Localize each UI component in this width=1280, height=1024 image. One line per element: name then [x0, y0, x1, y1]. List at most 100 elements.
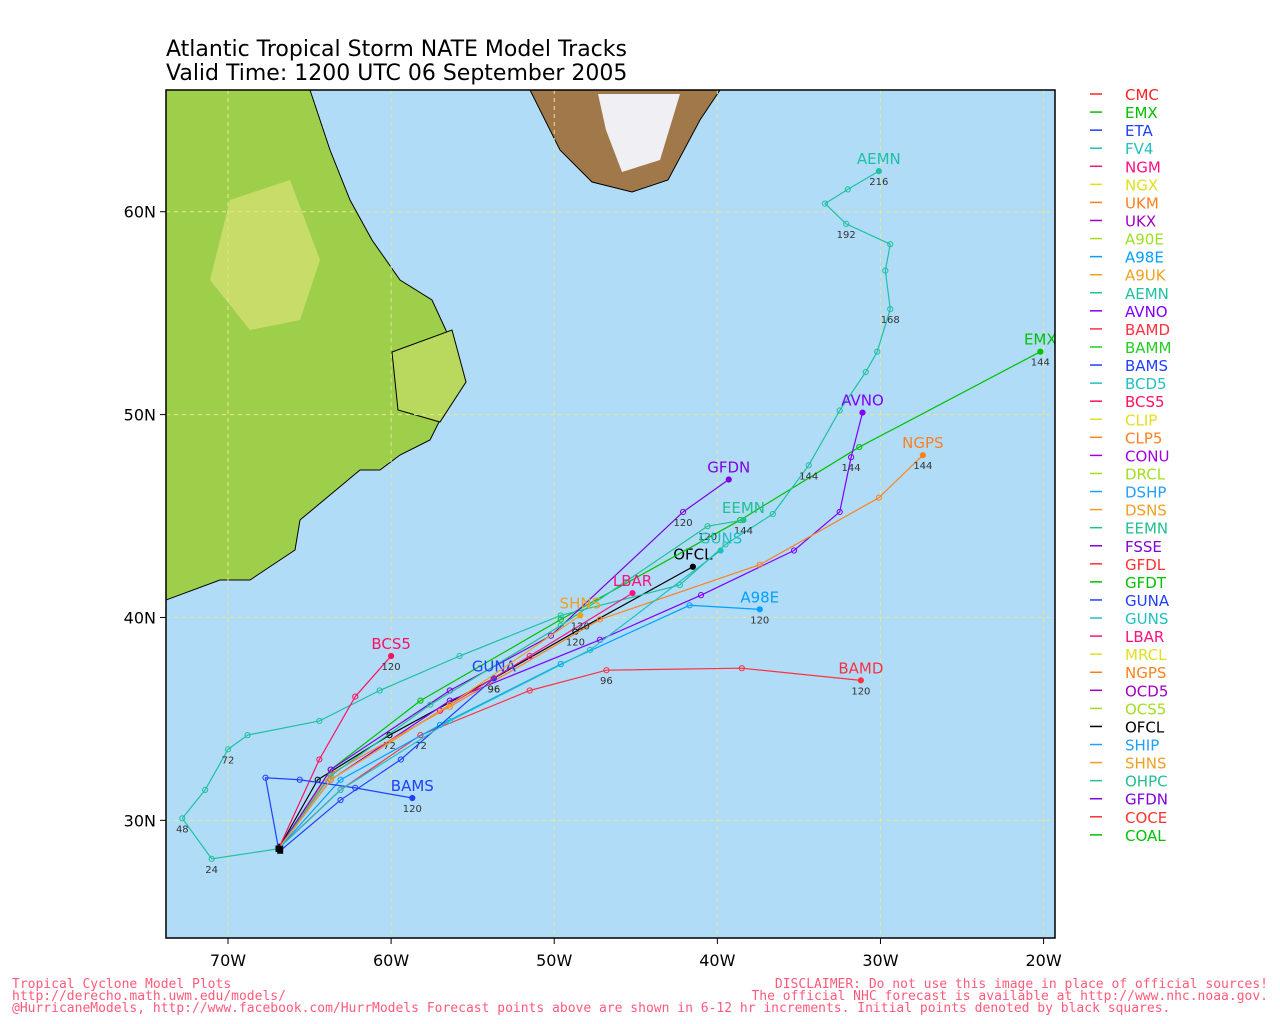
- legend-label: NGPS: [1125, 664, 1166, 682]
- track-point: [557, 616, 564, 623]
- legend-label: A9UK: [1125, 267, 1167, 285]
- track-point: [587, 646, 594, 654]
- track-line: [181, 170, 891, 860]
- track-point: [1037, 348, 1044, 355]
- land-newfoundland: [391, 329, 467, 423]
- track-point: [603, 667, 610, 674]
- hour-label: 72: [383, 741, 396, 752]
- hour-label: 96: [600, 676, 613, 687]
- footer-left-line: http://derecho.math.uwm.edu/models/: [12, 989, 286, 1004]
- track-point: [887, 241, 894, 248]
- track-point: [224, 746, 232, 753]
- track-end-label: BAMS: [391, 777, 434, 795]
- legend-label: OCS5: [1125, 700, 1166, 718]
- track-point: [327, 772, 334, 779]
- track-point: [836, 508, 843, 516]
- track-line: [264, 777, 413, 849]
- hour-label: 168: [881, 315, 900, 326]
- track-point: [327, 776, 334, 783]
- footer-left-line: Tropical Cyclone Model Plots: [12, 977, 231, 992]
- track-point: [427, 701, 434, 708]
- hour-label: 120: [403, 804, 422, 815]
- legend-label: OHPC: [1125, 773, 1168, 791]
- legend-label: DRCL: [1125, 465, 1166, 483]
- track-end-label: BCS5: [371, 635, 411, 653]
- track-point: [697, 592, 705, 599]
- track-point: [769, 510, 776, 518]
- track-point: [436, 707, 444, 714]
- hour-label: 120: [566, 638, 585, 649]
- legend-label: SHNS: [1125, 755, 1167, 773]
- hour-label: 144: [734, 526, 753, 537]
- track-line: [278, 412, 864, 850]
- track-point: [756, 561, 763, 568]
- y-tick-label: 60N: [124, 203, 156, 222]
- track-end-label: AVNO: [841, 392, 884, 410]
- track-point: [875, 494, 882, 501]
- legend-label: BCS5: [1125, 393, 1165, 411]
- initial-point: [275, 845, 282, 852]
- x-tick-label: 40W: [699, 951, 735, 970]
- legend-label: GUNS: [1125, 610, 1168, 628]
- track-point: [202, 786, 209, 794]
- track-point: [417, 732, 424, 739]
- track-line: [278, 550, 721, 850]
- hour-label: 48: [176, 824, 189, 835]
- track-point: [875, 168, 882, 175]
- track-point: [337, 776, 344, 783]
- plot-frame: [165, 89, 1056, 939]
- track-point: [805, 462, 812, 469]
- legend-label: CLP5: [1125, 429, 1162, 447]
- track-point: [446, 701, 453, 708]
- track-point: [856, 443, 863, 451]
- track-point: [722, 541, 729, 548]
- track-point: [316, 756, 323, 763]
- hour-label: 144: [842, 463, 861, 474]
- legend-label: NGM: [1125, 158, 1161, 176]
- legend-label: UKM: [1125, 194, 1159, 212]
- track-point: [844, 186, 851, 193]
- footer-left-line: @HurricaneModels, http://www.facebook.co…: [12, 1001, 1170, 1016]
- x-tick-label: 70W: [210, 951, 246, 970]
- track-end-label: A98E: [740, 588, 779, 606]
- track-point: [316, 717, 323, 725]
- track-end-label: LBAR: [613, 572, 652, 590]
- track-point: [862, 368, 869, 376]
- footer-right-line: The official NHC forecast is available a…: [751, 989, 1268, 1004]
- y-tick-label: 40N: [124, 608, 156, 627]
- track-point: [376, 687, 383, 694]
- hour-label: 144: [913, 461, 932, 472]
- track-point: [577, 612, 584, 619]
- x-tick-label: 60W: [373, 951, 409, 970]
- hour-label: 96: [488, 684, 501, 695]
- track-line: [278, 655, 392, 849]
- grid: [166, 90, 1055, 938]
- track-point: [882, 267, 889, 274]
- track-point: [821, 200, 829, 207]
- track-end-label: OFCL: [673, 546, 713, 564]
- track-point: [919, 452, 926, 459]
- track-point: [208, 855, 215, 862]
- track-point: [337, 786, 344, 794]
- track-point: [547, 632, 555, 639]
- legend-label: A98E: [1125, 249, 1164, 267]
- legend-label: CLIP: [1125, 411, 1157, 429]
- hour-label: 120: [698, 532, 717, 543]
- track-point: [327, 766, 334, 773]
- track-point: [397, 756, 404, 763]
- track-point: [446, 697, 453, 704]
- legend-label: ETA: [1125, 122, 1153, 140]
- track-point: [887, 306, 894, 313]
- track-point: [456, 652, 463, 660]
- track-point: [557, 612, 564, 619]
- legend-label: GFDN: [1125, 791, 1168, 809]
- legend-label: CONU: [1125, 447, 1169, 465]
- track-point: [704, 523, 711, 530]
- track-point: [409, 794, 416, 802]
- track-point: [337, 796, 344, 804]
- hour-label: 216: [869, 177, 888, 188]
- track-point: [874, 348, 881, 355]
- track-point: [446, 717, 453, 725]
- track-end-label: NGPS: [902, 434, 943, 452]
